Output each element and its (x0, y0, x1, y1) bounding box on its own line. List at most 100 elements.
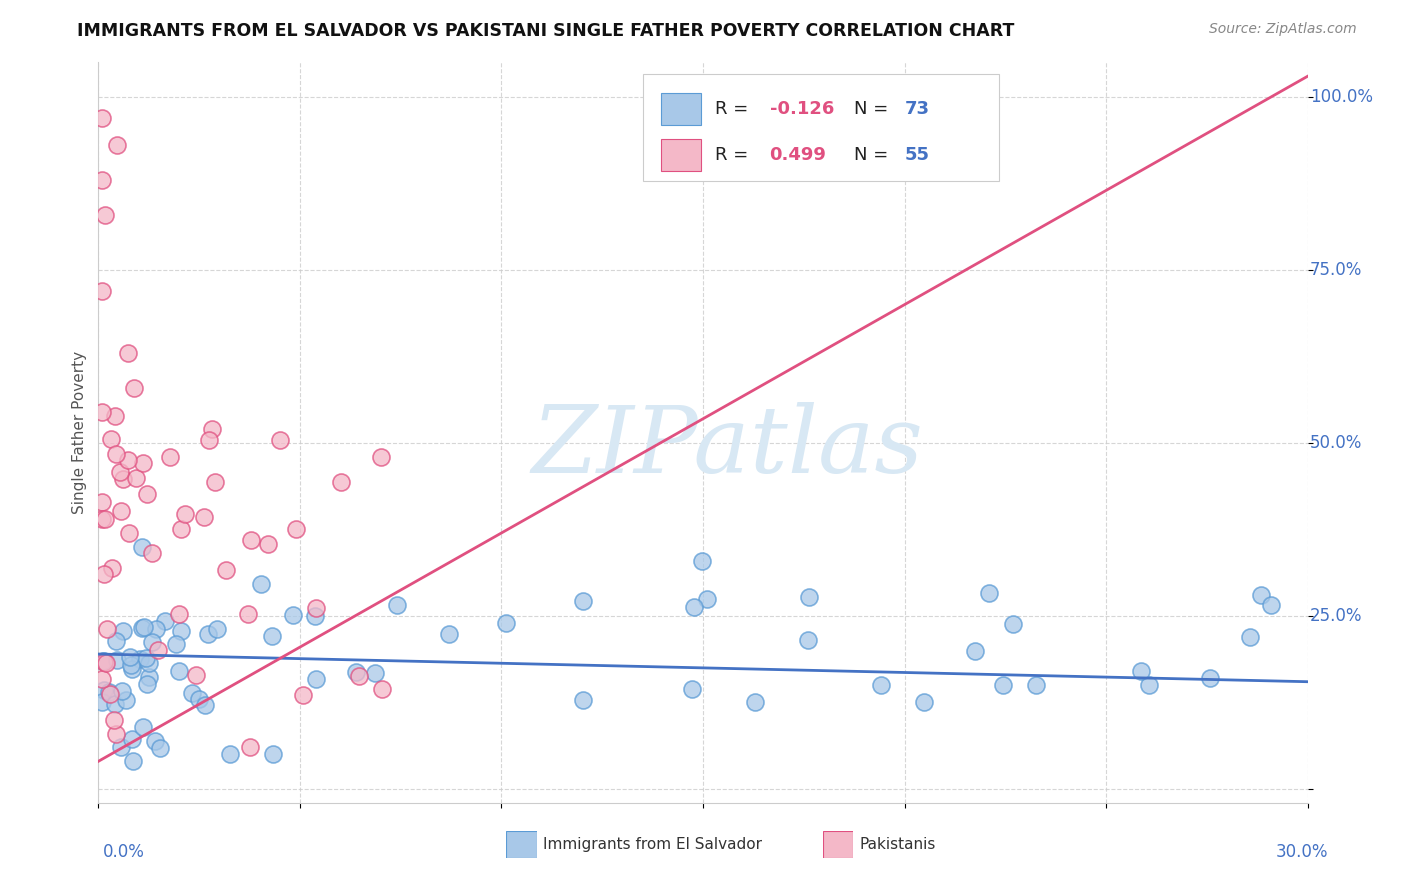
Point (146, 643, 169, 657)
Point (100, 433, 122, 447)
Point (683, 599, 706, 614)
Point (304, 609, 326, 624)
Point (284, 522, 307, 536)
Point (91, 111, 114, 125)
Point (121, 732, 143, 747)
Point (112, 473, 135, 487)
Point (136, 677, 159, 691)
Point (121, 662, 143, 676)
Point (98, 687, 121, 701)
Point (180, 686, 202, 700)
Text: 75.0%: 75.0% (1310, 261, 1362, 279)
Point (991, 678, 1014, 692)
Point (205, 622, 228, 636)
Point (173, 507, 195, 521)
Text: N =: N = (855, 100, 894, 119)
Point (138, 656, 160, 670)
Point (979, 585, 1001, 599)
Point (103, 713, 125, 727)
Point (796, 632, 818, 647)
Point (1137, 678, 1160, 692)
Text: 100.0%: 100.0% (1310, 88, 1374, 106)
Point (118, 526, 141, 541)
Point (97, 684, 120, 698)
Point (344, 665, 367, 679)
Text: 50.0%: 50.0% (1310, 434, 1362, 452)
Point (143, 733, 166, 747)
Point (170, 522, 193, 536)
Point (215, 563, 238, 577)
Point (240, 533, 263, 548)
Point (1198, 671, 1220, 685)
Point (117, 452, 139, 467)
Point (262, 630, 284, 644)
Point (572, 593, 595, 607)
Point (105, 138, 128, 153)
Point (138, 670, 160, 684)
Point (197, 434, 219, 448)
Point (291, 689, 314, 703)
Point (797, 590, 820, 604)
Point (965, 644, 987, 658)
Point (117, 346, 139, 360)
Point (134, 620, 156, 634)
Point (204, 475, 226, 489)
Point (91, 672, 114, 686)
Point (193, 509, 215, 524)
Point (96, 622, 118, 636)
Text: Immigrants from El Salvador: Immigrants from El Salvador (543, 838, 762, 852)
Point (1025, 678, 1047, 692)
Point (100, 561, 122, 575)
FancyBboxPatch shape (661, 94, 700, 125)
Point (141, 635, 163, 649)
FancyBboxPatch shape (643, 73, 1000, 181)
Point (219, 747, 242, 761)
Point (145, 622, 167, 636)
Text: IMMIGRANTS FROM EL SALVADOR VS PAKISTANI SINGLE FATHER POVERTY CORRELATION CHART: IMMIGRANTS FROM EL SALVADOR VS PAKISTANI… (77, 22, 1015, 40)
Point (105, 726, 128, 740)
Point (262, 747, 284, 762)
Point (1002, 616, 1025, 631)
Point (93, 682, 115, 697)
Point (149, 740, 172, 755)
Text: -0.126: -0.126 (769, 100, 834, 119)
Point (257, 537, 280, 551)
Point (1130, 664, 1153, 678)
Text: Pakistanis: Pakistanis (859, 838, 935, 852)
Point (121, 657, 143, 672)
Point (104, 633, 127, 648)
Point (93, 654, 115, 668)
Point (107, 653, 129, 667)
Point (91, 511, 114, 525)
Text: 25.0%: 25.0% (1310, 607, 1362, 625)
Point (131, 540, 153, 554)
Point (250, 577, 273, 591)
Point (114, 693, 136, 707)
Point (141, 546, 163, 560)
Point (194, 698, 217, 712)
Point (385, 599, 408, 613)
Text: Source: ZipAtlas.com: Source: ZipAtlas.com (1209, 22, 1357, 37)
Point (364, 665, 387, 680)
Point (91, 695, 114, 709)
Text: R =: R = (716, 100, 754, 119)
Point (269, 433, 291, 447)
Point (281, 607, 304, 622)
Point (1260, 599, 1282, 613)
Point (104, 697, 127, 711)
Point (125, 470, 148, 484)
Point (135, 487, 157, 501)
Point (153, 614, 176, 628)
Point (912, 695, 935, 709)
Point (305, 601, 328, 615)
Point (1250, 588, 1272, 602)
Text: 30.0%: 30.0% (1277, 843, 1329, 861)
Point (170, 624, 193, 638)
Point (184, 667, 207, 681)
Point (238, 607, 260, 621)
Point (869, 678, 891, 692)
Text: 0.0%: 0.0% (103, 843, 145, 861)
Point (371, 681, 394, 696)
Point (329, 475, 352, 489)
Point (188, 692, 211, 706)
